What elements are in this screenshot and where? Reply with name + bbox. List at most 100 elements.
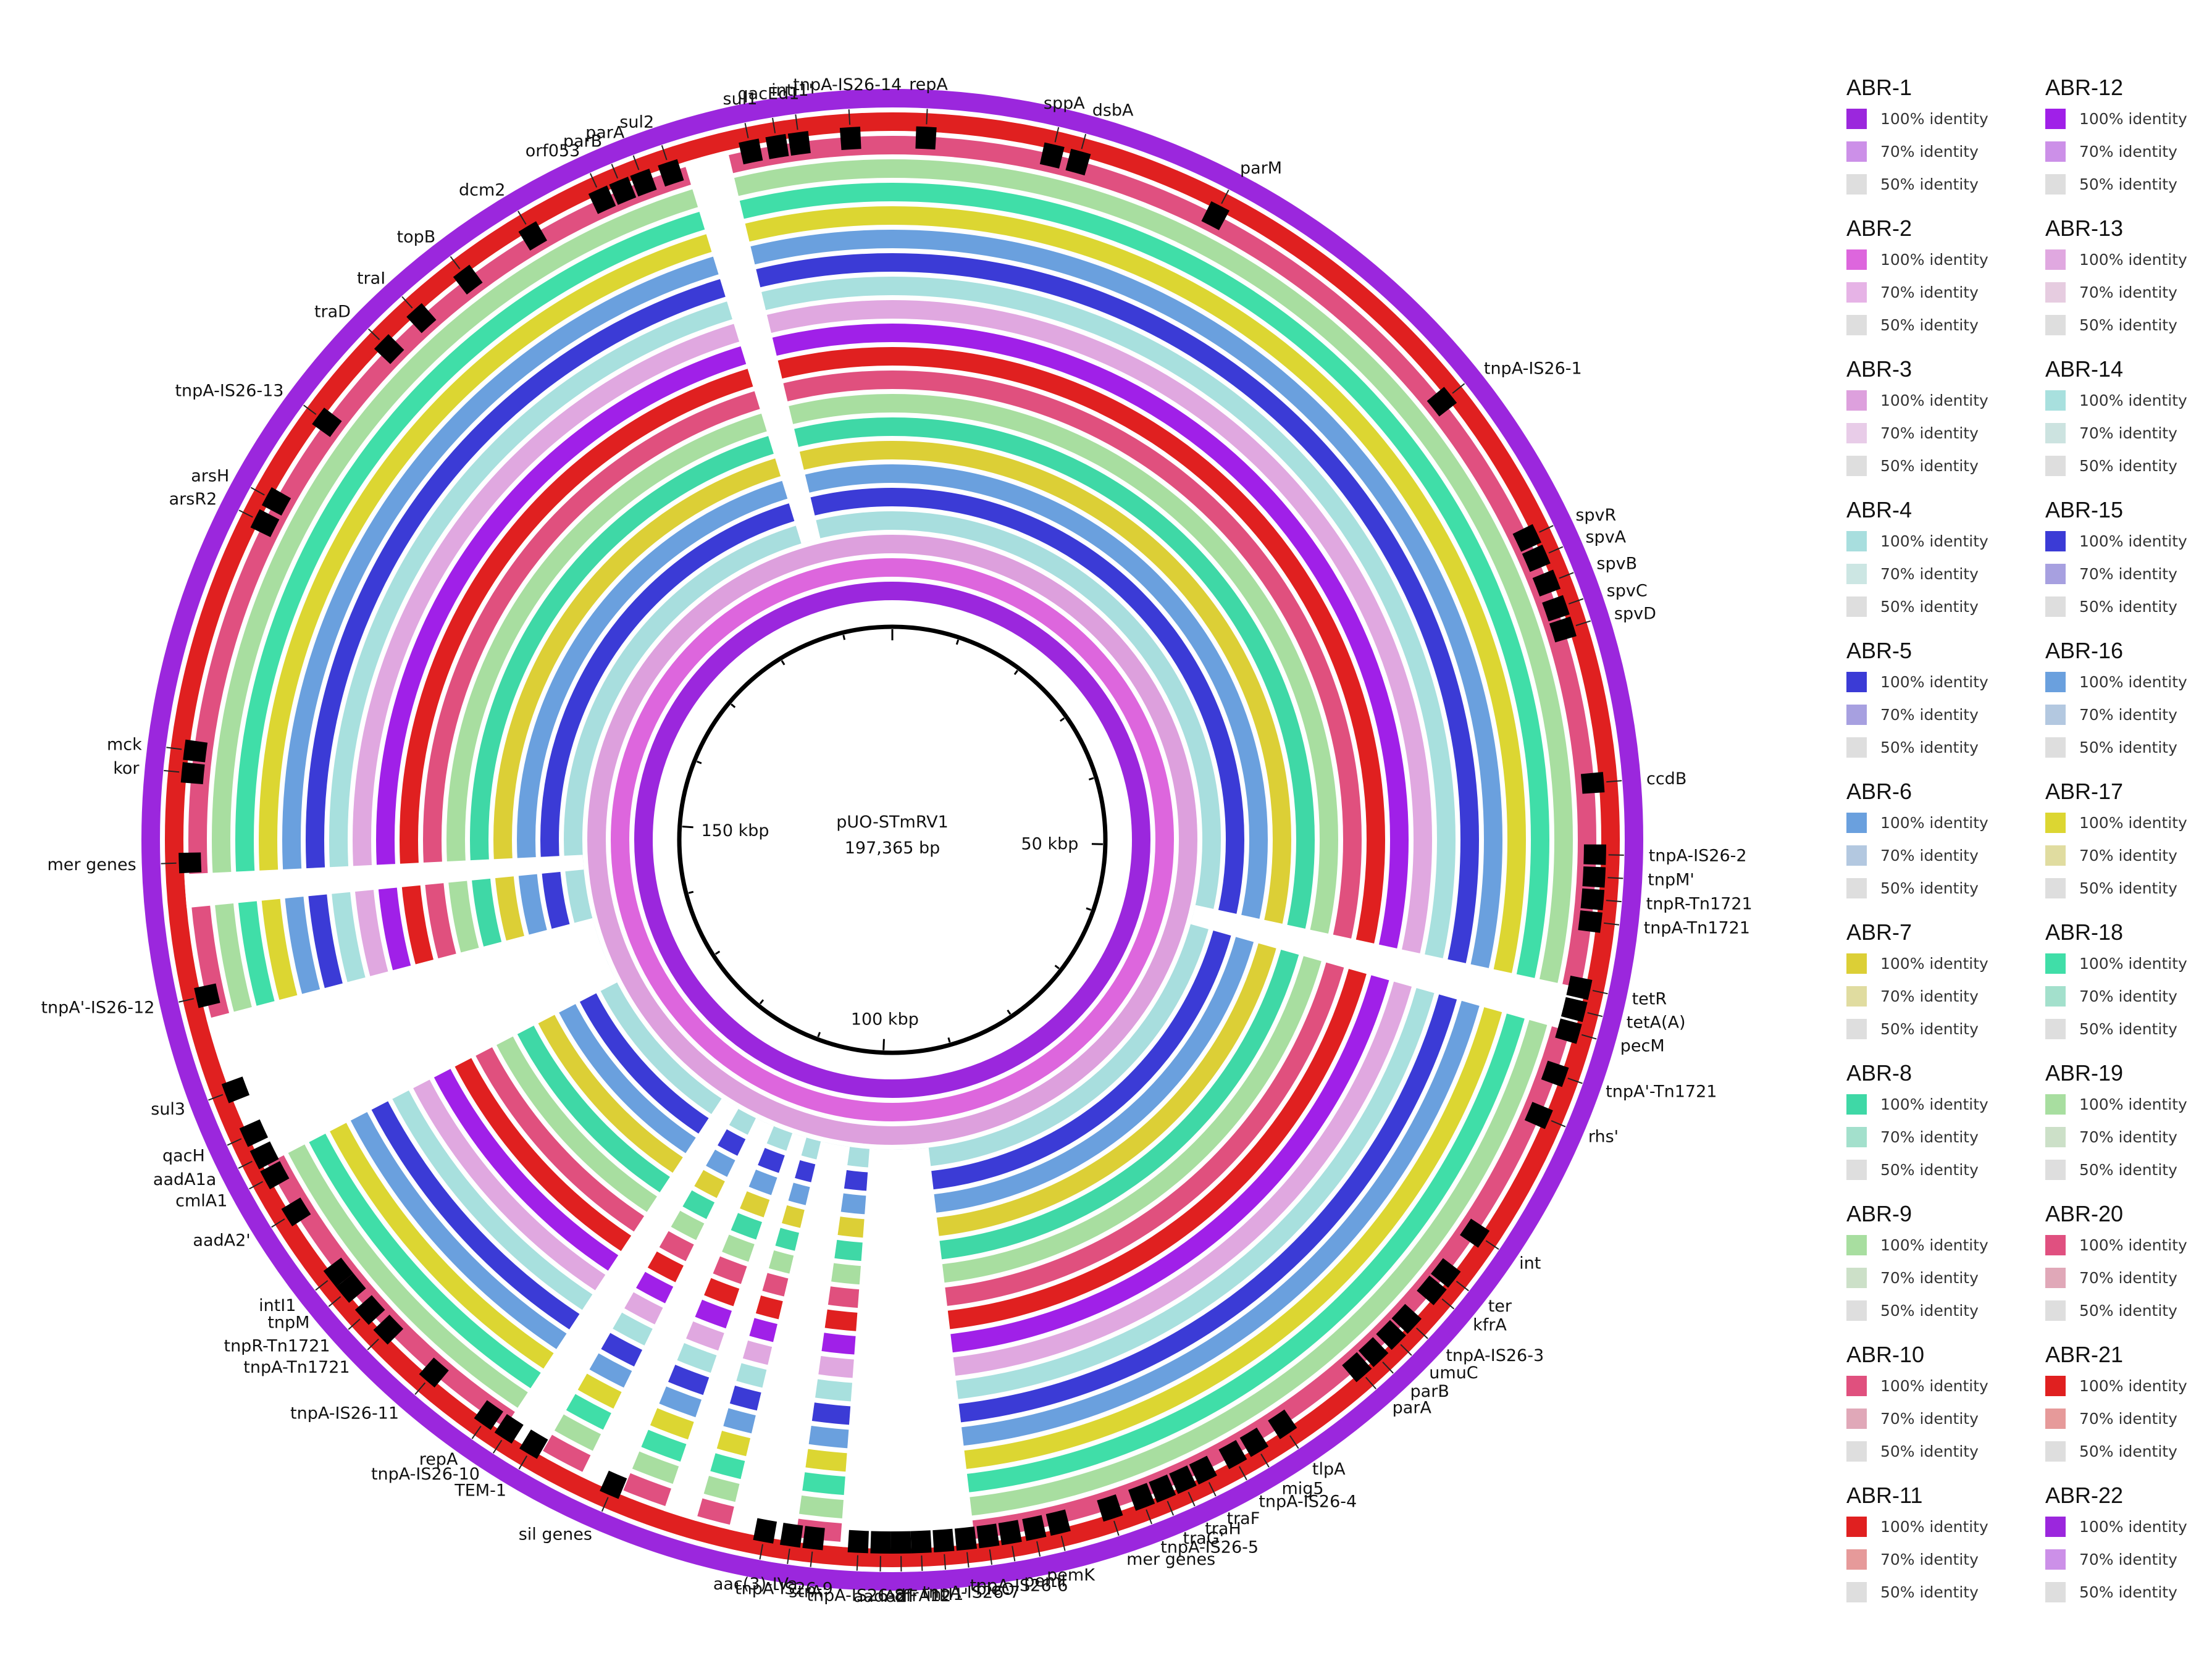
legend-identity-label: 50% identity: [2079, 1161, 2177, 1179]
gene-leader-line: [178, 998, 195, 1003]
ring-abr-2: [611, 558, 1174, 1121]
gene-leader-line: [787, 1548, 790, 1564]
gene-label: umuC: [1429, 1363, 1478, 1383]
gene-leader-line: [450, 256, 461, 269]
legend-group-title: ABR-9: [1846, 1201, 1912, 1226]
gene-leader-line: [589, 173, 598, 188]
legend-identity-label: 100% identity: [1880, 1095, 1988, 1113]
legend-row: 100% identity: [2045, 666, 2212, 698]
gene-leader-line: [1146, 1509, 1153, 1525]
legend-group: ABR-2 100% identity 70% identity 50% identi…: [1846, 214, 2026, 341]
gene-block: [1201, 201, 1230, 230]
legend-swatch: [1846, 813, 1867, 833]
legend-row: 70% identity: [1846, 698, 2026, 731]
legend-swatch: [1846, 141, 1867, 162]
gene-block: [1431, 1258, 1461, 1288]
gene-block: [753, 1518, 777, 1544]
legend-swatch: [2045, 1127, 2066, 1147]
gene-block: [194, 983, 220, 1008]
legend-row: 50% identity: [2045, 1153, 2212, 1186]
legend-identity-label: 50% identity: [1880, 1161, 1979, 1179]
legend-swatch: [2045, 672, 2066, 692]
legend-row: 50% identity: [2045, 1576, 2212, 1609]
legend-identity-label: 100% identity: [1880, 110, 1988, 128]
gene-label: mck: [107, 735, 142, 754]
legend-swatch: [1846, 282, 1867, 303]
legend-swatch: [2045, 564, 2066, 584]
legend-group: ABR-1 100% identity 70% identity 50% identi…: [1846, 73, 2026, 201]
legend-row: 70% identity: [2045, 1402, 2212, 1435]
legend-row: 100% identity: [2045, 103, 2212, 135]
gene-label: int: [1519, 1254, 1541, 1273]
gap-region: [684, 150, 821, 544]
legend-row: 100% identity: [2045, 384, 2212, 417]
legend-identity-label: 70% identity: [2079, 847, 2177, 864]
legend-row: 70% identity: [2045, 980, 2212, 1013]
legend-identity-label: 70% identity: [1880, 706, 1979, 724]
gene-leader-line: [517, 211, 527, 225]
legend-group: ABR-14 100% identity 70% identity 50% ident…: [2045, 354, 2212, 482]
gene-label: tetR: [1632, 990, 1667, 1009]
legend-group-title: ABR-6: [1846, 779, 1912, 804]
backbone-ticks: [682, 629, 1103, 1050]
gene-leader-line: [328, 1296, 341, 1307]
legend-identity-label: 50% identity: [1880, 739, 1979, 756]
legend-row: 50% identity: [1846, 731, 2026, 764]
gene-block: [870, 1531, 891, 1554]
gene-block: [453, 264, 483, 295]
gene-leader-line: [1456, 1281, 1469, 1292]
legend-swatch: [2045, 878, 2066, 898]
tick-mark: [842, 634, 846, 640]
legend-swatch: [2045, 109, 2066, 129]
legend-identity-label: 50% identity: [1880, 457, 1979, 475]
gene-block: [1561, 997, 1588, 1023]
gene-label: spvC: [1607, 582, 1648, 601]
gap-region: [1191, 905, 1586, 1033]
legend-identity-label: 50% identity: [2079, 1583, 2177, 1601]
gene-leader-line: [1551, 1120, 1566, 1128]
legend-swatch: [1846, 1517, 1867, 1537]
legend-swatch: [1846, 564, 1867, 584]
tick-mark: [759, 999, 765, 1005]
gene-label: topB: [396, 228, 435, 247]
legend-identity-label: 50% identity: [2079, 1020, 2177, 1038]
tick-mark: [1059, 717, 1065, 722]
legend-group-title: ABR-8: [1846, 1060, 1912, 1086]
gene-label: tnpM': [1648, 871, 1695, 890]
gene-label: tnpA-IS26-9: [735, 1579, 833, 1598]
gene-leader-line: [238, 1160, 253, 1169]
legend-row: 100% identity: [1846, 806, 2026, 839]
gene-leader-line: [989, 1549, 993, 1565]
legend-identity-label: 100% identity: [1880, 251, 1988, 269]
legend-group-title: ABR-1: [1846, 75, 1912, 100]
gene-leader-line: [1604, 922, 1620, 926]
gene-block: [336, 1273, 366, 1303]
legend-row: 50% identity: [2045, 309, 2212, 341]
gene-block: [976, 1523, 1000, 1549]
gene-label: sul3: [151, 1100, 185, 1119]
gene-leader-line: [921, 1555, 923, 1572]
gene-block: [1169, 1465, 1197, 1494]
legend-identity-label: 100% identity: [2079, 1095, 2187, 1113]
gene-leader-line: [795, 114, 798, 130]
legend-group: ABR-10 100% identity 70% identity 50% ident…: [1846, 1340, 2026, 1468]
legend-row: 70% identity: [2045, 1543, 2212, 1576]
gene-block: [1045, 1509, 1071, 1536]
gene-label: tnpA-IS26-6: [970, 1576, 1068, 1596]
gene-leader-line: [250, 487, 265, 496]
tick-mark: [955, 639, 960, 645]
gene-leader-line: [1400, 1344, 1412, 1356]
gene-leader-line: [744, 123, 749, 138]
gene-block: [802, 1526, 825, 1551]
gene-block: [239, 1119, 269, 1147]
legend-group: ABR-13 100% identity 70% identity 50% ident…: [2045, 214, 2212, 341]
legend-identity-label: 100% identity: [2079, 673, 2187, 691]
legend-row: 70% identity: [2045, 1121, 2212, 1153]
gene-block: [1512, 524, 1542, 552]
tick-mark: [688, 890, 694, 894]
gene-leader-line: [1559, 572, 1574, 579]
legend-swatch: [2045, 813, 2066, 833]
tick-mark: [1013, 669, 1018, 676]
legend-group: ABR-11 100% identity 70% identity 50% ident…: [1846, 1481, 2026, 1609]
gene-block: [658, 159, 684, 187]
